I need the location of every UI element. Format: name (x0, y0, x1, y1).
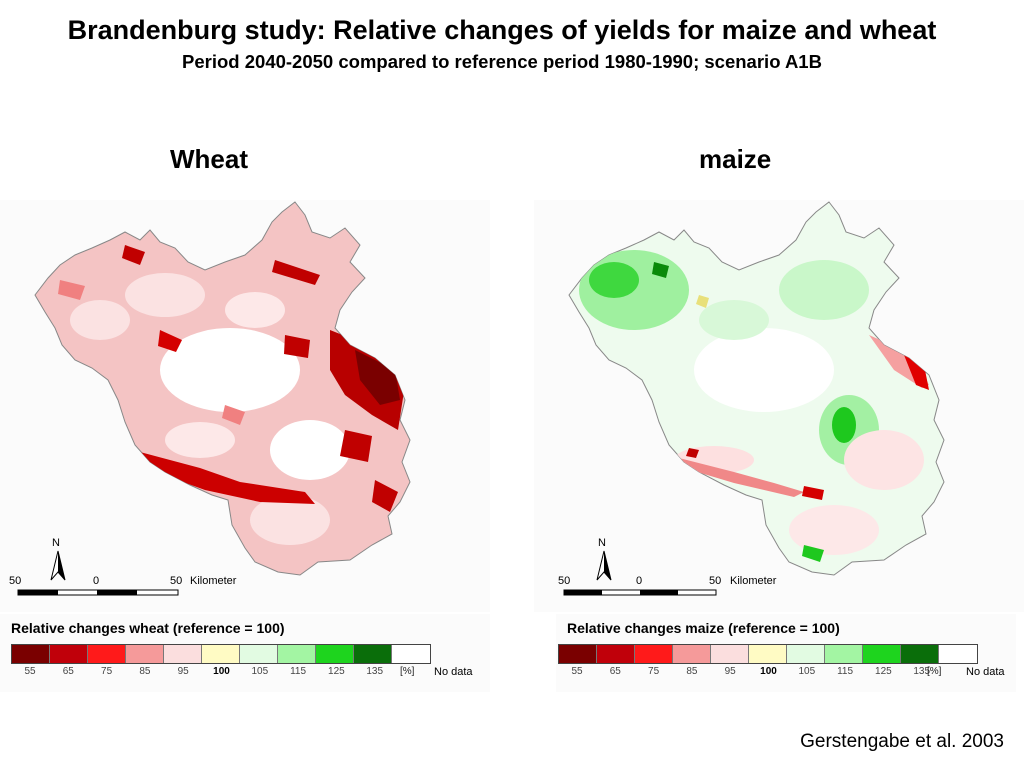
wheat-legend-unit: [%] (400, 666, 415, 677)
wheat-scale-bar-seg1 (18, 590, 58, 595)
wheat-legend-swatch (164, 645, 202, 663)
maize-legend-tick-label: 85 (686, 666, 698, 677)
maize-panel-title: maize (699, 144, 772, 174)
maize-legend-tick-label: 55 (571, 666, 583, 677)
wheat-legend-nodata: No data (434, 666, 473, 678)
maize-scale-label-mid: 0 (636, 575, 642, 587)
wheat-legend-tick-label: 95 (177, 666, 189, 677)
maize-legend-swatch (825, 645, 863, 663)
wheat-legend-tick-label: 85 (139, 666, 151, 677)
maize-north-arrow-fill (604, 551, 611, 580)
wheat-legend-swatch (316, 645, 354, 663)
maize-map: N 50 0 50 Kilometer (534, 200, 1024, 612)
wheat-map: N 50 0 50 Kilometer (0, 200, 490, 612)
maize-legend-swatch (673, 645, 711, 663)
maize-legend-swatch (711, 645, 749, 663)
wheat-legend-swatch (278, 645, 316, 663)
maize-legend-tick-label: 95 (724, 666, 736, 677)
maize-legend-tick-label: 115 (837, 666, 854, 677)
maize-north-label: N (598, 537, 606, 549)
maize-legend-title: Relative changes maize (reference = 100) (567, 620, 840, 636)
maize-legend-tick-label: 105 (798, 666, 816, 677)
maize-legend-swatch (749, 645, 787, 663)
wheat-legend-tick-label: 75 (101, 666, 113, 677)
wheat-legend-tick-label: 105 (251, 666, 269, 677)
wheat-legend-swatch (12, 645, 50, 663)
maize-legend-swatch (787, 645, 825, 663)
slide-title: Brandenburg study: Relative changes of y… (67, 15, 937, 45)
wheat-legend-swatch (354, 645, 392, 663)
maize-scale-label-left: 50 (558, 575, 570, 587)
wheat-legend-swatch (240, 645, 278, 663)
maize-map-svg: N 50 0 50 Kilometer (558, 201, 945, 596)
wheat-legend-swatch (50, 645, 88, 663)
maize-legend-swatch (635, 645, 673, 663)
wheat-legend-swatch (126, 645, 164, 663)
maize-legend-tick-label: 65 (609, 666, 621, 677)
maize-legend-unit: [%] (927, 666, 942, 677)
maize-legend-swatch (597, 645, 635, 663)
wheat-legend-swatch (88, 645, 126, 663)
wheat-legend-tick-label: 65 (62, 666, 74, 677)
wheat-legend-tick-label: 125 (328, 666, 345, 677)
wheat-scale-bar-seg2 (97, 590, 137, 595)
wheat-legend-tick-label: 115 (290, 666, 307, 677)
wheat-north-arrow-fill (58, 551, 65, 580)
maize-legend-swatch (559, 645, 597, 663)
maize-legend-swatch (863, 645, 901, 663)
maize-scale-label-right: 50 (709, 575, 721, 587)
wheat-legend-tick-label: 100 (213, 666, 230, 677)
wheat-legend-title: Relative changes wheat (reference = 100) (11, 620, 285, 636)
maize-legend-swatch (939, 645, 977, 663)
wheat-legend-swatches (11, 644, 431, 664)
maize-legend: Relative changes maize (reference = 100)… (556, 614, 1016, 692)
maize-legend-tick-label: 135 (913, 666, 931, 677)
maize-legend-tick-label: 125 (875, 666, 892, 677)
slide-subtitle: Period 2040-2050 compared to reference p… (182, 51, 822, 72)
wheat-legend-tick-label: 135 (366, 666, 384, 677)
maize-legend-ticks: 55 65 75 85 95 100 105 115 125 135 (558, 666, 998, 680)
wheat-legend: Relative changes wheat (reference = 100)… (0, 614, 490, 692)
wheat-north-label: N (52, 537, 60, 549)
wheat-legend-ticks: 55 65 75 85 95 100 105 115 125 135 (11, 666, 451, 680)
maize-scale-bar-seg1 (564, 590, 602, 595)
maize-legend-nodata: No data (966, 666, 1005, 678)
wheat-scale-label-mid: 0 (93, 575, 99, 587)
wheat-legend-swatch (202, 645, 240, 663)
maize-scale-unit: Kilometer (730, 575, 777, 587)
wheat-legend-swatch (392, 645, 430, 663)
maize-legend-tick-label: 100 (760, 666, 777, 677)
wheat-map-svg: N 50 0 50 Kilometer (9, 201, 411, 596)
maize-legend-swatches (558, 644, 978, 664)
wheat-legend-tick-label: 55 (24, 666, 36, 677)
wheat-scale-label-right: 50 (170, 575, 182, 587)
wheat-panel-title: Wheat (170, 144, 248, 174)
maize-legend-swatch (901, 645, 939, 663)
wheat-scale-unit: Kilometer (190, 575, 237, 587)
maize-legend-tick-label: 75 (648, 666, 660, 677)
citation: Gerstengabe et al. 2003 (800, 731, 1004, 752)
wheat-scale-label-left: 50 (9, 575, 21, 587)
maize-scale-bar-seg2 (640, 590, 678, 595)
